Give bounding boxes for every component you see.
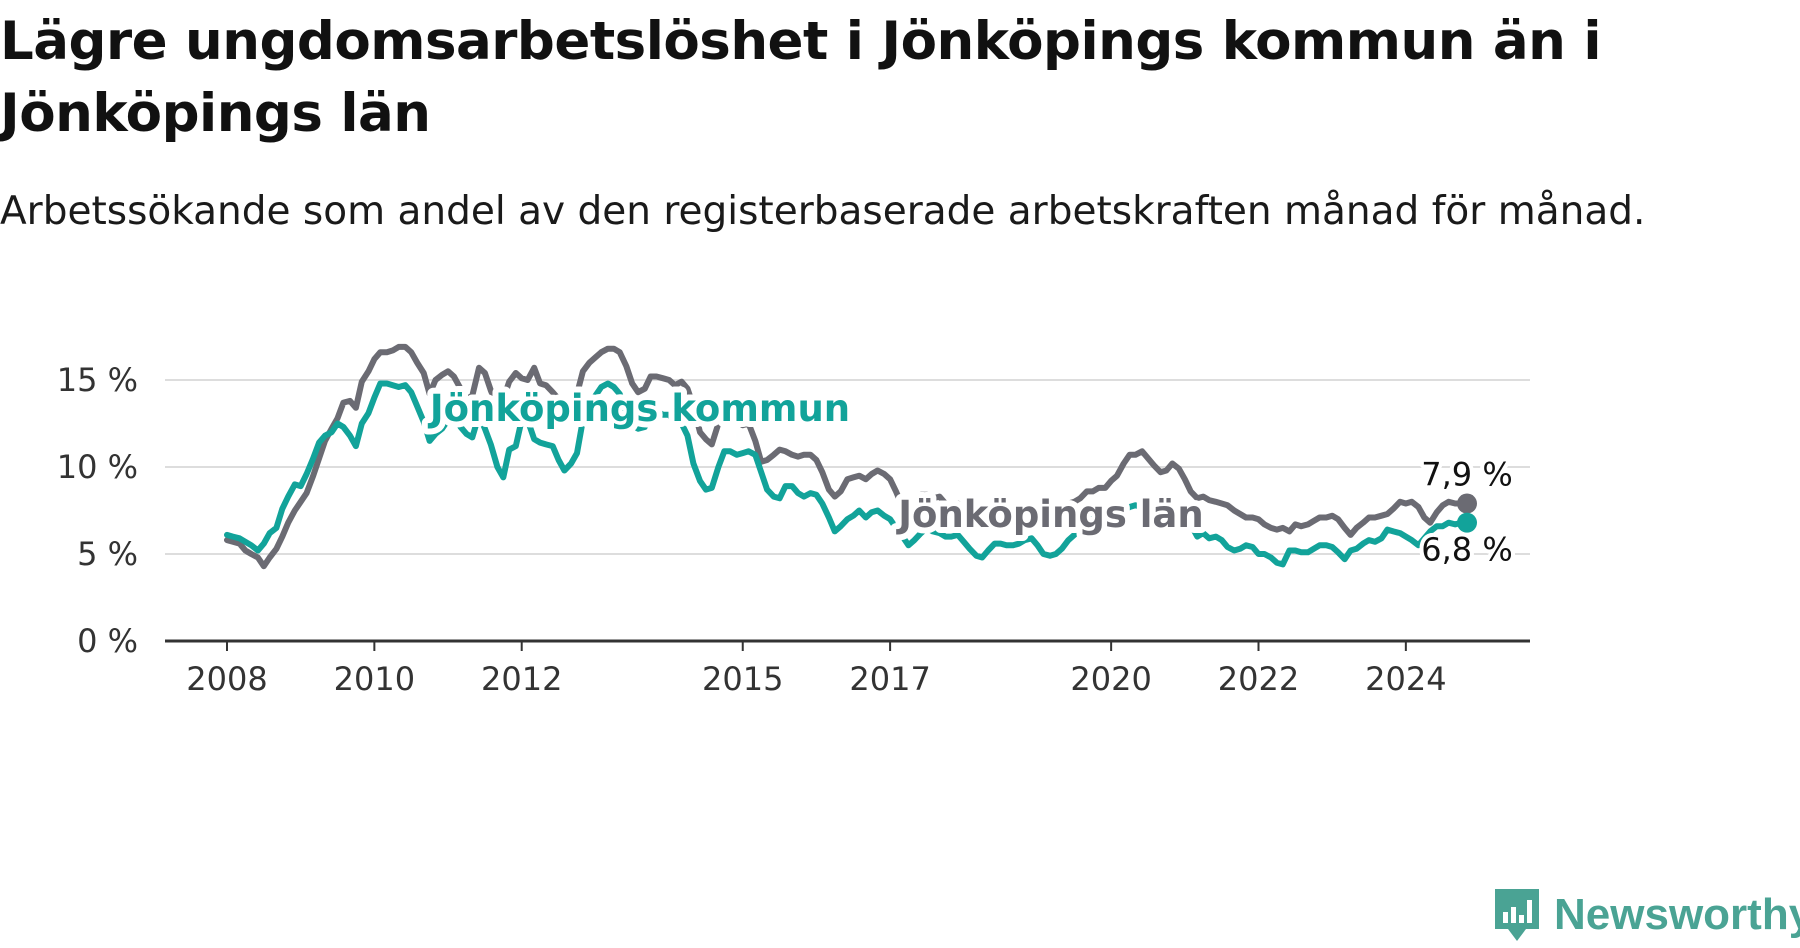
end-point (1457, 512, 1477, 533)
x-tick-label: 2008 (186, 660, 267, 698)
end-value-halo: 6,8 % (1421, 531, 1512, 569)
x-tick-label: 2020 (1070, 660, 1151, 698)
x-tick-label: 2010 (334, 660, 415, 698)
series-label-halo: Jönköpings län (895, 493, 1203, 536)
end-value-label: 6,8 % (1421, 531, 1512, 569)
brand-logo: Newsworthy (1492, 885, 1800, 945)
y-tick-label: 15 % (57, 361, 138, 399)
series-line (224, 343, 1470, 570)
x-tick-label: 2015 (702, 660, 783, 698)
brand-name: Newsworthy (1554, 890, 1800, 939)
end-value-halo: 7,9 % (1421, 456, 1512, 494)
series-line (224, 380, 1470, 568)
chart-title: Lägre ungdomsarbetslöshet i Jönköpings k… (0, 11, 1602, 144)
x-tick-label: 2012 (481, 660, 562, 698)
x-tick-label: 2024 (1365, 660, 1446, 698)
series-label: Jönköpings kommun (427, 387, 850, 430)
series-label: Jönköpings län (895, 493, 1203, 536)
y-tick-label: 5 % (77, 535, 138, 573)
newsworthy-logo-icon (1495, 889, 1539, 941)
x-tick-label: 2022 (1218, 660, 1299, 698)
chart-subtitle: Arbetssökande som andel av den registerb… (0, 189, 1646, 234)
end-value-label: 7,9 % (1421, 456, 1512, 494)
end-point (1457, 493, 1477, 514)
y-tick-label: 0 % (77, 622, 138, 660)
series-label-halo: Jönköpings kommun (427, 387, 850, 430)
y-tick-label: 10 % (57, 448, 138, 486)
x-tick-label: 2017 (849, 660, 930, 698)
